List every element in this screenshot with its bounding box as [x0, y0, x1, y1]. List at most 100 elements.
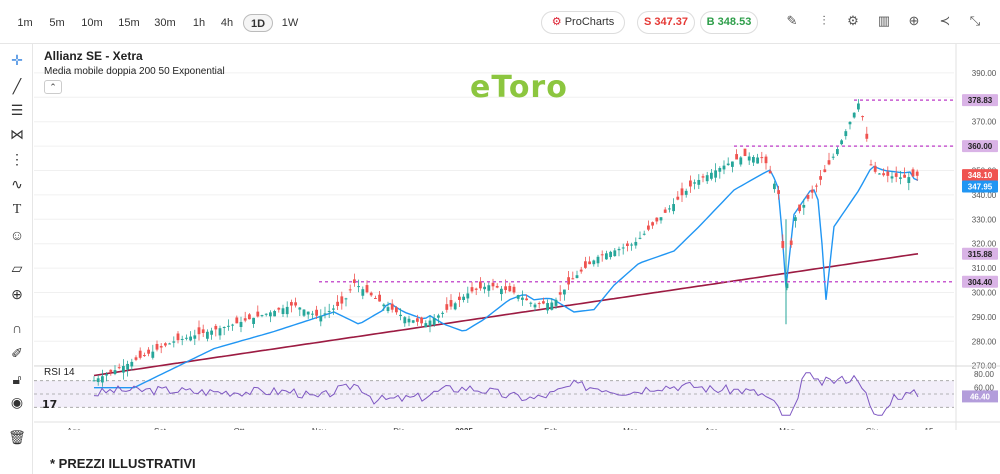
candle-body	[907, 177, 911, 184]
trendline-icon[interactable]: ╱	[12, 78, 22, 94]
procharts-button[interactable]: ⚙ ProCharts	[541, 11, 625, 34]
candle-body	[302, 309, 306, 316]
candle-body	[626, 243, 629, 247]
candle-body	[525, 298, 528, 301]
horizontal-lines-icon[interactable]: ☰	[10, 102, 24, 118]
candle-body	[903, 174, 906, 178]
crosshair-icon[interactable]: ✛	[11, 52, 23, 68]
candle-body	[348, 289, 352, 291]
candle-body	[676, 196, 680, 200]
compare-icon[interactable]: ▥	[877, 13, 891, 28]
candle-body	[449, 300, 453, 307]
price-label-badge	[962, 169, 998, 182]
zoom-icon[interactable]: ⊕	[11, 286, 23, 302]
candle-body	[130, 361, 134, 367]
candle-body	[735, 154, 738, 160]
timeframe-1m[interactable]: 1m	[17, 17, 33, 29]
candle-body	[848, 121, 852, 125]
timeframe-1w[interactable]: 1W	[281, 17, 299, 29]
candle-body	[739, 157, 743, 165]
candle-body	[571, 278, 575, 280]
price-label-text: 304.40	[968, 278, 993, 287]
candle-body	[655, 217, 659, 222]
buy-button[interactable]: B 348.53	[700, 11, 758, 34]
magnet-icon[interactable]: ∩	[11, 320, 23, 336]
candle-body	[710, 172, 713, 179]
candle-body	[395, 307, 398, 313]
candle-body	[243, 318, 247, 321]
candle-body	[684, 190, 688, 195]
ruler-icon[interactable]: ▱	[11, 260, 23, 276]
time-tick-label: Feb	[544, 427, 558, 430]
candle-body	[277, 307, 281, 310]
timeframe-5m[interactable]: 5m	[49, 17, 65, 29]
visibility-icon[interactable]: ◉	[10, 394, 24, 410]
candle-body	[453, 303, 457, 310]
candle-body	[252, 317, 255, 324]
candle-body	[189, 336, 192, 341]
draw-icon[interactable]: ✎	[786, 13, 798, 28]
price-chart[interactable]: 390.00380.00370.00360.00350.00340.00330.…	[34, 44, 1000, 430]
candle-body	[878, 173, 881, 175]
text-icon[interactable]: T	[12, 202, 22, 217]
candle-body	[264, 313, 268, 315]
candle-body	[437, 315, 440, 318]
candle-body	[899, 177, 902, 179]
time-tick-label: Ott	[234, 427, 245, 430]
candle-body	[231, 324, 234, 326]
candle-body	[844, 131, 848, 137]
timeframe-toolbar: 1m 5m 10m 15m 30m 1h 4h 1D 1W ⚙ ProChart…	[0, 0, 1000, 44]
procharts-icon: ⚙	[551, 16, 562, 28]
candle-body	[340, 296, 344, 304]
settings-icon[interactable]: ⚙	[847, 13, 859, 28]
sell-button[interactable]: S 347.37	[637, 11, 695, 34]
fib-icon[interactable]: ⋮	[10, 151, 24, 167]
timeframe-30m[interactable]: 30m	[154, 17, 176, 29]
candle-body	[563, 289, 566, 295]
timeframe-1h[interactable]: 1h	[192, 17, 206, 29]
candle-body	[743, 148, 747, 156]
candle-body	[306, 311, 310, 315]
candle-body	[487, 285, 491, 291]
collapse-icon[interactable]: ⤡	[969, 13, 981, 28]
candle-body	[718, 168, 722, 172]
ema200-line	[93, 253, 919, 377]
candle-body	[374, 297, 377, 299]
candle-body	[756, 157, 759, 164]
candle-body	[483, 286, 486, 290]
candle-body	[235, 317, 239, 324]
timeframe-4h[interactable]: 4h	[220, 17, 234, 29]
indicator-icon[interactable]: ⫶	[822, 13, 826, 28]
legend-collapse-button[interactable]: ⌃	[44, 80, 62, 94]
timeframe-1d[interactable]: 1D	[243, 14, 273, 32]
rsi-tick-label: 80.00	[974, 370, 995, 379]
price-tick-label: 280.00	[972, 337, 997, 346]
candle-body	[168, 343, 171, 345]
candle-body	[542, 301, 545, 304]
candle-body	[462, 296, 465, 300]
brush-icon[interactable]: ∿	[11, 176, 23, 192]
timeframe-10m[interactable]: 10m	[81, 17, 103, 29]
candle-body	[432, 317, 436, 325]
candle-body	[353, 279, 356, 284]
candle-body	[521, 297, 524, 300]
candle-body	[164, 343, 167, 346]
candle-body	[714, 170, 717, 178]
candle-body	[294, 302, 297, 306]
candle-body	[378, 294, 381, 302]
lock-drawing-icon[interactable]: ✐	[11, 345, 23, 361]
emoji-icon[interactable]: ☺	[9, 227, 25, 243]
candle-body	[617, 248, 621, 251]
candle-body	[193, 335, 197, 339]
candle-body	[802, 204, 806, 208]
trash-icon[interactable]: 🗑︎	[8, 429, 26, 445]
candle-body	[865, 133, 869, 139]
candle-body	[857, 103, 860, 110]
lock-icon[interactable]: 🔓︎	[12, 371, 22, 387]
add-icon[interactable]: ⊕	[908, 13, 920, 28]
pattern-icon[interactable]: ⋈	[10, 126, 24, 142]
timeframe-15m[interactable]: 15m	[118, 17, 140, 29]
candle-body	[470, 287, 474, 292]
candle-body	[122, 365, 125, 373]
share-icon[interactable]: ≺	[939, 13, 951, 28]
